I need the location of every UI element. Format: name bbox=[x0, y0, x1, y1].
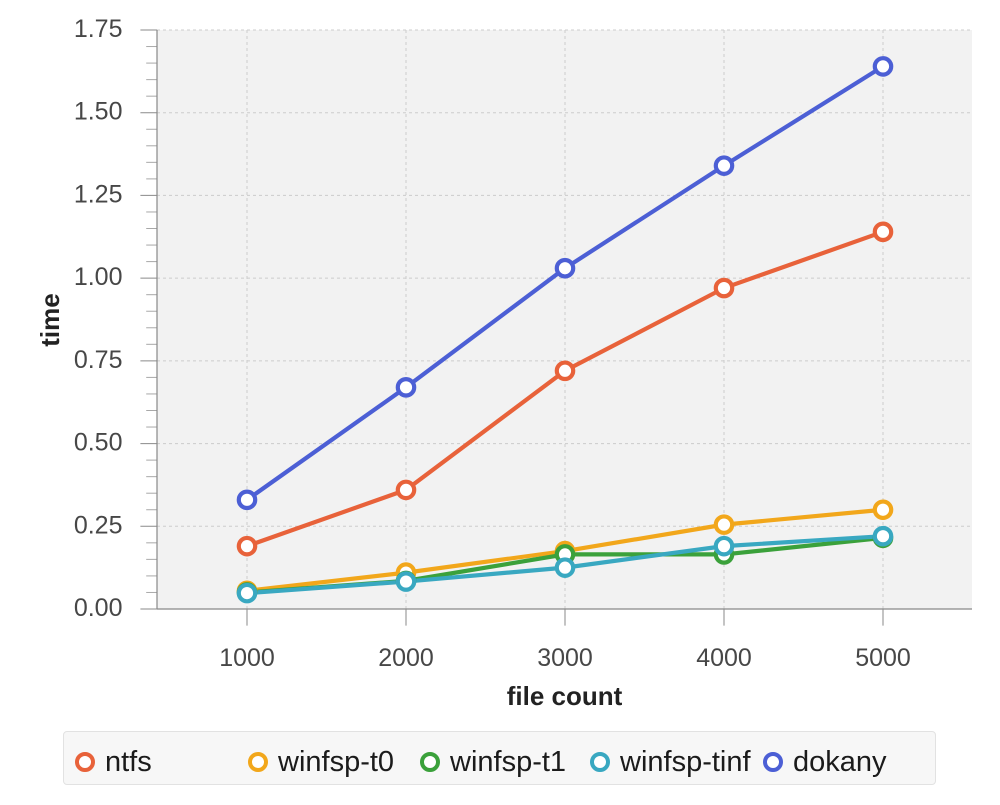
svg-text:0.75: 0.75 bbox=[74, 346, 123, 374]
svg-text:4000: 4000 bbox=[696, 644, 752, 672]
svg-text:1000: 1000 bbox=[219, 644, 275, 672]
svg-text:3000: 3000 bbox=[537, 644, 593, 672]
svg-text:2000: 2000 bbox=[378, 644, 434, 672]
svg-text:1.00: 1.00 bbox=[74, 263, 123, 291]
svg-text:0.50: 0.50 bbox=[74, 429, 123, 457]
svg-text:1.25: 1.25 bbox=[74, 180, 123, 208]
svg-text:1.50: 1.50 bbox=[74, 98, 123, 126]
svg-text:5000: 5000 bbox=[855, 644, 911, 672]
svg-text:1.75: 1.75 bbox=[74, 15, 123, 43]
svg-text:0.00: 0.00 bbox=[74, 594, 123, 622]
svg-text:0.25: 0.25 bbox=[74, 511, 123, 539]
